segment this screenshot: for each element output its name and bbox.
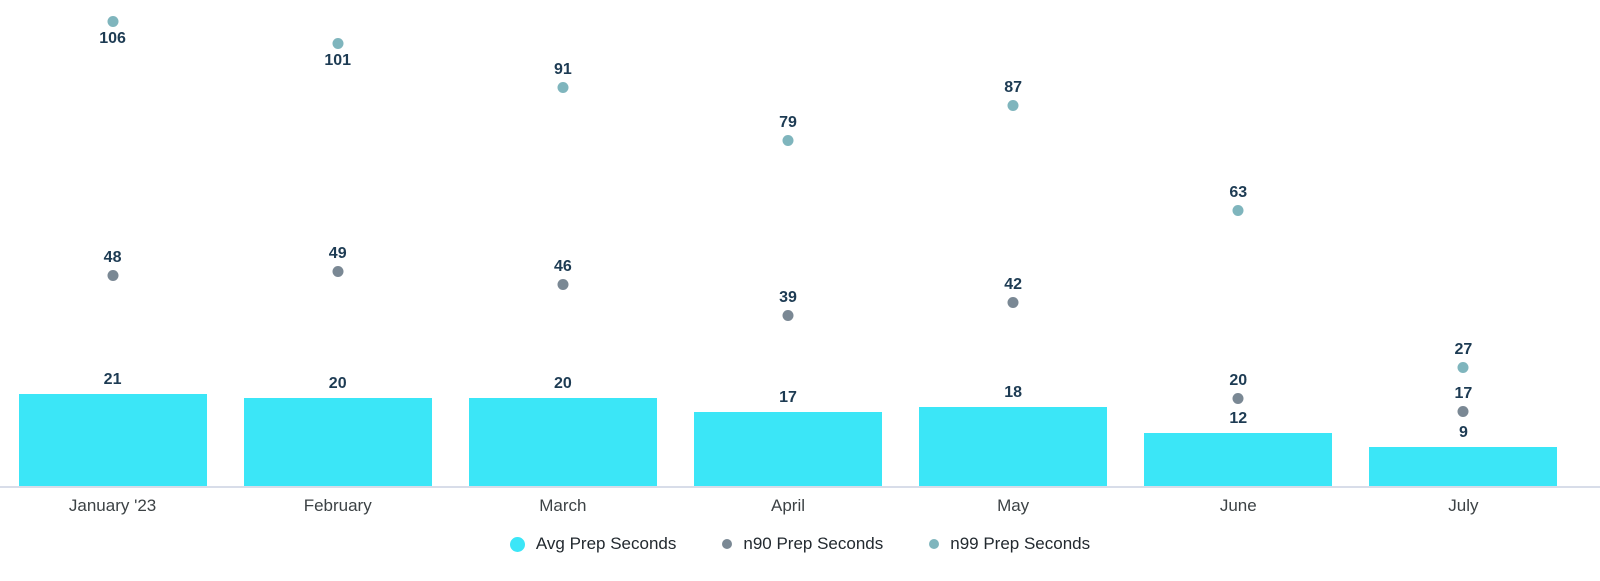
legend-item-avg[interactable]: Avg Prep Seconds	[509, 534, 677, 554]
n99-value-label: 87	[1004, 78, 1023, 96]
month-label: June	[1219, 496, 1257, 515]
n90-value-label: 17	[1454, 385, 1473, 403]
avg-prep-bar[interactable]	[243, 398, 432, 486]
chart-column: 21 48 106	[0, 0, 225, 486]
n90-point[interactable]	[1457, 406, 1469, 418]
x-axis-line	[0, 486, 1600, 488]
n99-value-label: 91	[553, 61, 572, 79]
month-label: April	[770, 496, 805, 515]
n90-point[interactable]	[107, 270, 119, 282]
legend-label: Avg Prep Seconds	[535, 534, 677, 553]
n99-value-label: 106	[99, 30, 126, 48]
month-label: July	[1448, 496, 1479, 515]
bar-value-label: 17	[779, 388, 797, 406]
month-label: March	[539, 496, 587, 515]
n90-value-label: 20	[1229, 371, 1248, 389]
n90-value-label: 42	[1004, 275, 1023, 293]
n90-value-label: 49	[328, 244, 347, 262]
bar-value-label: 21	[103, 371, 122, 389]
chart-column: 17 39 79	[675, 0, 900, 486]
n99-point[interactable]	[332, 38, 344, 50]
month-label: May	[997, 496, 1030, 515]
chart-column: 20 49 101	[225, 0, 450, 486]
avg-prep-bar[interactable]	[18, 394, 207, 486]
bar-value-label: 20	[328, 375, 347, 393]
n90-point[interactable]	[1232, 392, 1244, 404]
n99-value-label: 27	[1454, 341, 1473, 359]
n90-point[interactable]	[1007, 296, 1019, 308]
n90-value-label: 39	[779, 288, 797, 306]
n99-value-label: 101	[324, 52, 352, 70]
plot-area: 21 48 106 20 49 101 20 46 91 17 39 79 18 42 87 12 20 63 9 1…	[0, 0, 1576, 486]
bar-value-label: 18	[1004, 384, 1023, 402]
chart-column: 20 46 91	[450, 0, 675, 486]
n90-point[interactable]	[557, 279, 569, 291]
avg-prep-bar[interactable]	[1144, 433, 1333, 486]
legend: Avg Prep Seconds n90 Prep Seconds n99 Prep…	[0, 534, 1600, 554]
n99-point[interactable]	[557, 82, 569, 94]
n99-value-label: 63	[1229, 183, 1248, 201]
n90-point[interactable]	[782, 309, 794, 321]
avg-prep-bar[interactable]	[1369, 446, 1558, 486]
n99-value-label: 79	[779, 113, 797, 131]
n99-point[interactable]	[1232, 204, 1244, 216]
n99-point[interactable]	[782, 134, 794, 146]
bar-value-label: 20	[553, 375, 572, 393]
legend-swatch-n99-icon	[929, 539, 940, 549]
n90-point[interactable]	[332, 265, 344, 277]
bar-value-label: 9	[1458, 423, 1468, 441]
month-label: February	[303, 496, 372, 515]
bar-value-label: 12	[1229, 410, 1248, 428]
n99-point[interactable]	[107, 16, 119, 28]
chart-column: 9 17 27	[1351, 0, 1576, 486]
legend-label: n99 Prep Seconds	[950, 534, 1091, 553]
n99-point[interactable]	[1007, 99, 1019, 111]
legend-label: n90 Prep Seconds	[743, 534, 884, 553]
chart-column: 18 42 87	[901, 0, 1126, 486]
chart-column: 12 20 63	[1126, 0, 1351, 486]
avg-prep-bar[interactable]	[693, 411, 882, 486]
n90-value-label: 48	[103, 249, 122, 267]
avg-prep-bar[interactable]	[919, 407, 1108, 486]
legend-swatch-n90-icon	[722, 539, 733, 549]
legend-item-n90[interactable]: n90 Prep Seconds	[722, 534, 883, 554]
n90-value-label: 46	[553, 258, 572, 276]
avg-prep-bar[interactable]	[468, 398, 657, 486]
n99-point[interactable]	[1457, 362, 1469, 374]
x-axis-labels: January '23 February March April May June July	[0, 496, 1576, 516]
legend-item-n99[interactable]: n99 Prep Seconds	[929, 534, 1090, 554]
legend-swatch-avg-icon	[509, 536, 525, 552]
month-label: January '23	[68, 496, 157, 515]
